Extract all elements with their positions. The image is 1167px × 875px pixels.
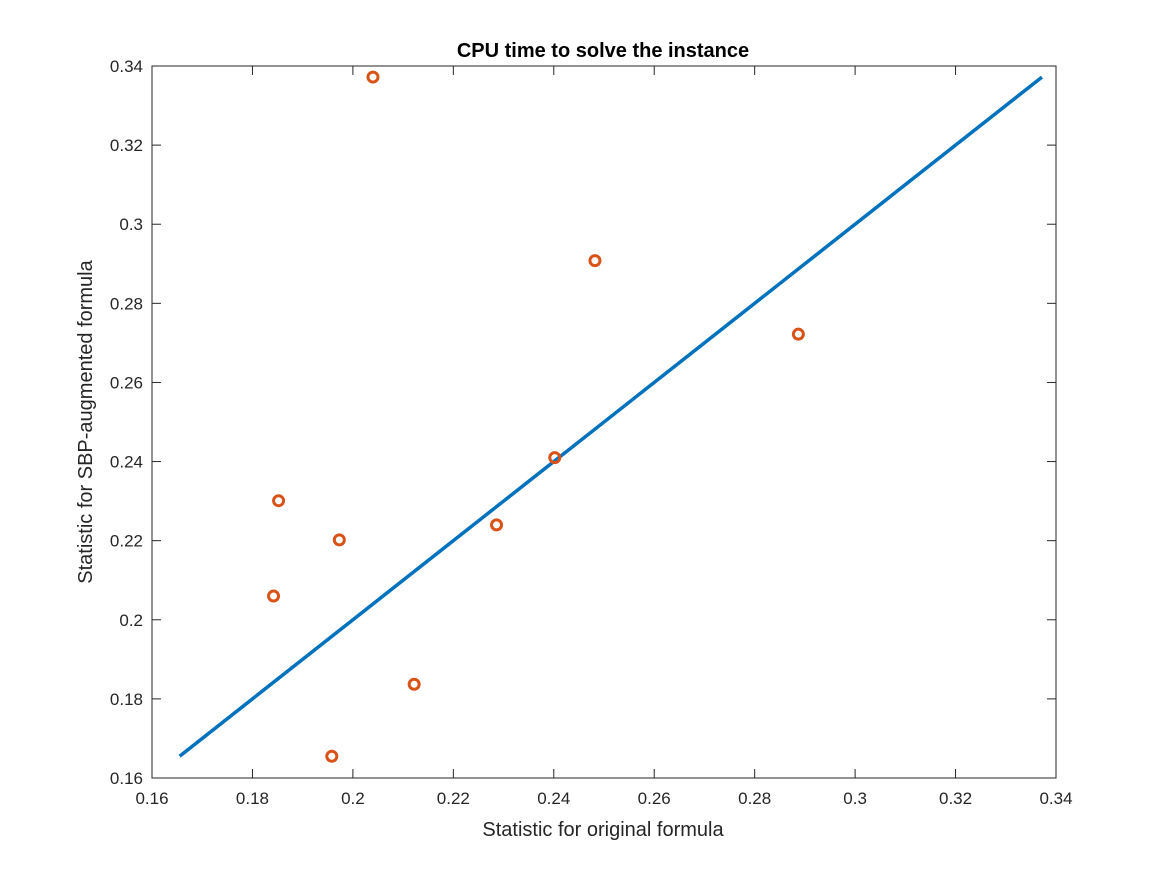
x-tick-label: 0.18 [236,789,269,808]
tick-labels: 0.16 0.18 0.2 0.22 0.24 0.26 0.28 0.3 0.32 0.34 0.… [110,57,1073,808]
data-point [267,589,281,603]
data-point [272,494,286,508]
x-tick-label: 0.3 [843,789,867,808]
y-tick-label: 0.2 [119,611,143,630]
data-point [791,327,805,341]
data-point [588,254,602,268]
x-tick-label: 0.24 [537,789,570,808]
y-tick-label: 0.24 [110,453,143,472]
y-tick-label: 0.34 [110,57,143,76]
fit-line [178,75,1044,758]
x-axis-label: Statistic for original formula [482,819,724,841]
x-tick-label: 0.32 [939,789,972,808]
data-point [325,749,339,763]
y-tick-label: 0.3 [119,215,143,234]
x-tick-label: 0.26 [638,789,671,808]
x-tick-label: 0.34 [1039,789,1072,808]
data-point [548,451,562,465]
chart-title: CPU time to solve the instance [457,40,749,62]
x-tick-label: 0.22 [437,789,470,808]
x-tick-label: 0.2 [341,789,365,808]
data-marks [178,70,1044,763]
data-point [490,518,504,532]
y-tick-label: 0.32 [110,136,143,155]
data-point [407,677,421,691]
y-tick-label: 0.18 [110,690,143,709]
x-tick-label: 0.16 [135,789,168,808]
y-tick-label: 0.26 [110,373,143,392]
data-point [366,70,380,84]
y-axis-label: Statistic for SBP-augmented formula [75,259,97,583]
data-point [332,533,346,547]
y-tick-label: 0.22 [110,532,143,551]
x-tick-label: 0.28 [738,789,771,808]
axis-ticks [151,65,1057,779]
y-tick-label: 0.28 [110,294,143,313]
y-tick-label: 0.16 [110,769,143,788]
